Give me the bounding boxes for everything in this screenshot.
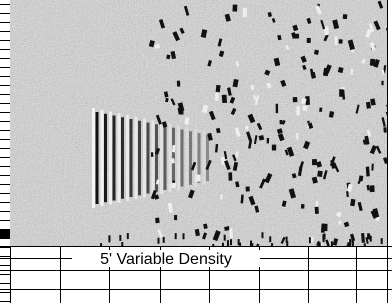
- dash: [222, 95, 227, 103]
- dash: [224, 226, 229, 231]
- dash: [261, 232, 263, 238]
- dash: [163, 237, 165, 243]
- light-band: [92, 108, 95, 208]
- dash: [381, 81, 383, 85]
- dash: [317, 171, 323, 177]
- dash: [301, 204, 305, 209]
- dash: [367, 233, 369, 239]
- light-band: [126, 115, 129, 201]
- dark-band: [130, 119, 133, 197]
- dash: [196, 175, 201, 182]
- dash: [309, 237, 311, 243]
- dash: [335, 36, 338, 45]
- log-scan: 5' Variable Density: [0, 0, 392, 303]
- dash: [251, 85, 255, 89]
- dash: [381, 238, 383, 244]
- dash: [174, 215, 177, 220]
- dash: [155, 218, 160, 224]
- scan-grain: [10, 0, 388, 246]
- dark-band: [138, 121, 141, 196]
- dark-band: [113, 116, 116, 201]
- ruler: [0, 0, 10, 303]
- dash: [166, 55, 170, 60]
- light-band: [143, 119, 146, 198]
- dash: [324, 234, 326, 240]
- light-band: [186, 127, 189, 189]
- dash: [359, 175, 364, 181]
- light-band: [177, 126, 180, 191]
- dash: [171, 183, 176, 189]
- dash: [366, 167, 370, 177]
- dash: [272, 145, 276, 151]
- dash: [215, 234, 217, 240]
- light-band: [109, 112, 112, 205]
- dash: [238, 239, 240, 245]
- dash: [246, 187, 250, 192]
- dark-band: [181, 130, 184, 187]
- dash: [383, 127, 386, 132]
- dash: [175, 233, 177, 239]
- dash: [370, 185, 375, 192]
- dash: [157, 238, 159, 244]
- dark-band: [189, 131, 192, 185]
- light-band: [135, 117, 138, 200]
- dash: [119, 235, 121, 241]
- dash: [227, 240, 229, 246]
- dash: [216, 85, 221, 92]
- dash: [312, 159, 317, 165]
- dash: [339, 39, 343, 44]
- dark-band: [164, 126, 167, 190]
- dash: [339, 89, 343, 96]
- dash: [243, 8, 247, 17]
- dash: [267, 138, 269, 143]
- dark-band: [96, 112, 99, 204]
- dash: [276, 104, 278, 113]
- dash: [108, 235, 110, 241]
- dark-band: [147, 123, 150, 194]
- dash: [215, 93, 219, 101]
- dark-band: [104, 114, 107, 203]
- dash: [343, 14, 348, 19]
- light-band: [152, 120, 155, 196]
- dash: [296, 133, 298, 140]
- dash: [269, 236, 271, 242]
- page: 5' Variable Density (() => { const data …: [0, 0, 392, 303]
- dash: [307, 38, 311, 43]
- light-band: [118, 113, 121, 203]
- dash: [315, 207, 319, 214]
- dash: [293, 97, 298, 102]
- dash: [230, 239, 232, 245]
- dark-band: [172, 128, 175, 189]
- dash: [296, 106, 299, 115]
- dash: [323, 224, 328, 231]
- caption: 5' Variable Density: [100, 251, 232, 268]
- dash: [183, 233, 185, 239]
- dash: [177, 81, 180, 87]
- dash: [172, 145, 176, 152]
- dash: [228, 172, 232, 180]
- light-band: [160, 122, 163, 194]
- light-band: [101, 110, 104, 207]
- dash: [303, 106, 308, 111]
- dash: [229, 228, 233, 238]
- dark-band: [206, 135, 209, 182]
- dash: [127, 233, 129, 239]
- dash: [224, 235, 226, 241]
- dash: [351, 69, 353, 75]
- dark-band: [121, 117, 124, 199]
- dash: [280, 120, 283, 124]
- dash: [151, 152, 154, 157]
- dash: [351, 236, 353, 242]
- light-band: [169, 124, 172, 193]
- dash: [232, 4, 237, 11]
- light-band: [203, 131, 206, 186]
- ruler-marker: [0, 230, 10, 238]
